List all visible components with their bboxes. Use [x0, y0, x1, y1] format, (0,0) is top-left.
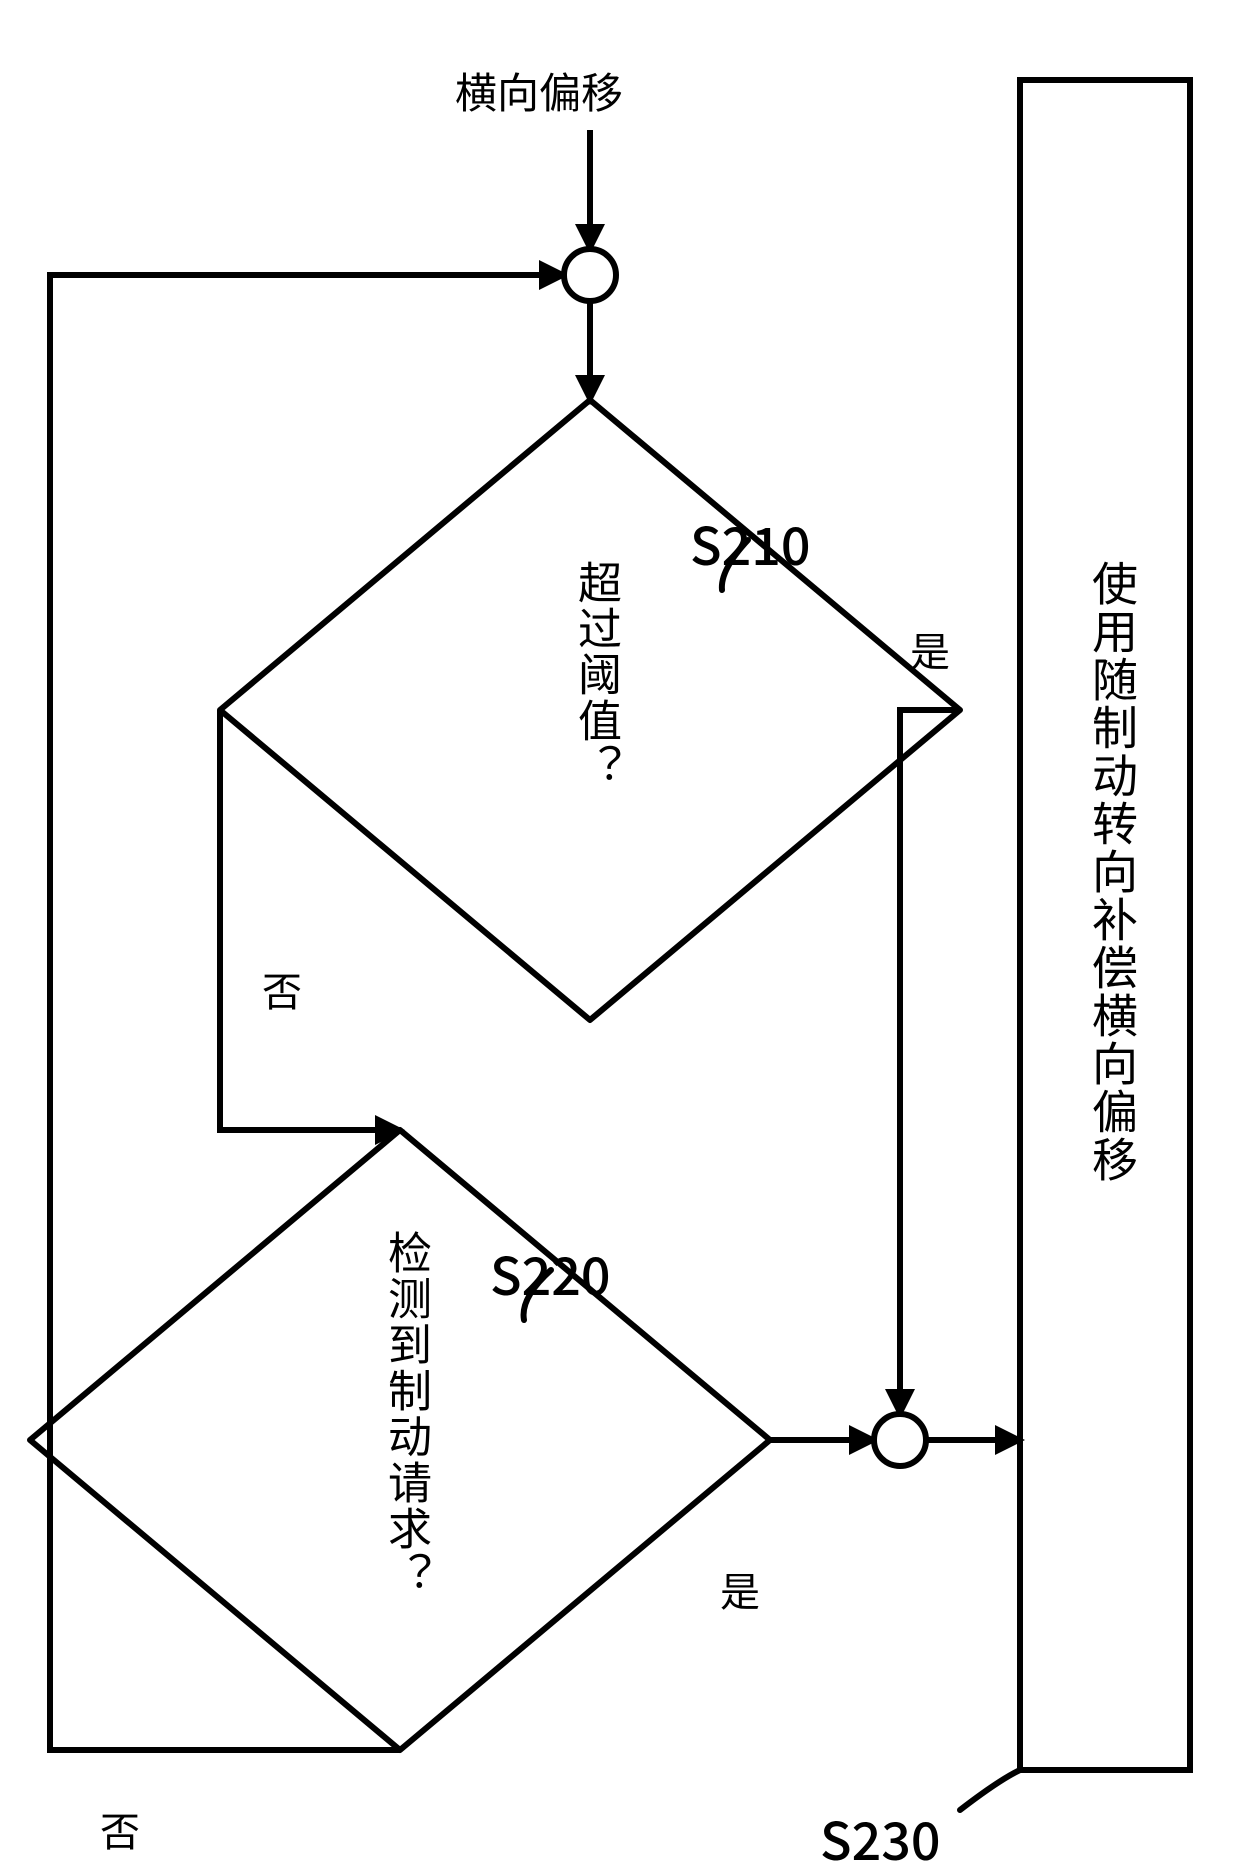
flowchart-svg [0, 0, 1240, 1860]
id-label-s220: S220 [490, 1235, 611, 1310]
edge-label-d2-yes: 是 [720, 1560, 760, 1618]
edge-label-d1-yes: 是 [910, 620, 950, 678]
id-label-s230: S230 [820, 1800, 941, 1875]
flowchart-canvas: 横向偏移 超过阈值？ 检测到制动请求？ 使用随制动转向补偿横向偏移 是 否 是 … [0, 0, 1240, 1860]
decision-s210-text: 超过阈值？ [568, 560, 632, 790]
decision-s220-text: 检测到制动请求？ [378, 1230, 442, 1598]
input-label: 横向偏移 [455, 60, 623, 121]
process-s230-text: 使用随制动转向补偿横向偏移 [1082, 560, 1148, 1184]
edge-label-d1-no: 否 [262, 960, 302, 1018]
id-label-s210: S210 [690, 505, 811, 580]
edge-label-d2-no: 否 [100, 1800, 140, 1858]
